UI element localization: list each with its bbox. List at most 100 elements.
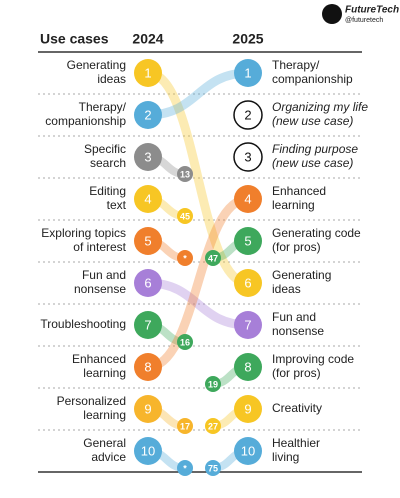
rank-circle xyxy=(234,395,262,423)
rank-circle xyxy=(134,59,162,87)
other-rank-number: 27 xyxy=(208,421,218,431)
rank-number: 5 xyxy=(244,233,251,248)
rank-circle xyxy=(234,59,262,87)
rank-circle xyxy=(134,269,162,297)
use-case-label: learning xyxy=(83,366,126,380)
use-case-label: Enhanced xyxy=(72,352,126,366)
rank-circle xyxy=(134,101,162,129)
year-label: 2024 xyxy=(132,31,163,47)
rank-circle xyxy=(234,311,262,339)
use-case-label: nonsense xyxy=(272,324,324,338)
rank-link xyxy=(147,194,249,372)
other-rank-number: 47 xyxy=(208,253,218,263)
rank-number: 5 xyxy=(144,233,151,248)
use-case-label: (for pros) xyxy=(272,240,321,254)
other-rank-number: * xyxy=(183,463,187,473)
other-rank-circle xyxy=(205,460,221,476)
rank-number: 1 xyxy=(244,65,251,80)
use-case-label: Editing xyxy=(89,184,126,198)
use-case-label: of interest xyxy=(73,240,126,254)
rank-number: 2 xyxy=(244,107,251,122)
use-case-label: search xyxy=(90,156,126,170)
other-rank-circle xyxy=(205,418,221,434)
rank-number: 9 xyxy=(244,401,251,416)
other-rank-number: 75 xyxy=(208,463,218,473)
use-case-label: Finding purpose xyxy=(272,142,358,156)
other-rank-circle xyxy=(205,250,221,266)
use-case-label: advice xyxy=(91,450,126,464)
other-rank-number: 17 xyxy=(180,421,190,431)
rank-circle xyxy=(134,185,162,213)
marks: 1 2 13 3 45 4 * 5 6 16 7 8 17 9 * 10 1 2 3 4 47 5 6 7 19 8 27 9 75 10 xyxy=(134,59,263,476)
brand-name: FutureTech xyxy=(345,5,399,16)
use-case-label: Organizing my life xyxy=(272,100,368,114)
use-case-label: companionship xyxy=(45,114,126,128)
use-case-label: Generating xyxy=(67,58,126,72)
rank-circle xyxy=(234,269,262,297)
rank-circle xyxy=(234,185,262,213)
use-case-label: Therapy/ xyxy=(79,100,127,114)
use-case-label: Personalized xyxy=(57,394,126,408)
other-rank-circle xyxy=(177,334,193,350)
rank-circle xyxy=(234,437,262,465)
use-case-label: General xyxy=(83,436,126,450)
other-rank-number: 45 xyxy=(180,211,190,221)
use-case-label: ideas xyxy=(272,282,301,296)
rank-number: 8 xyxy=(244,359,251,374)
other-rank-number: 16 xyxy=(180,337,190,347)
header: Use cases xyxy=(40,31,109,47)
rank-number: 6 xyxy=(144,275,151,290)
rank-circle xyxy=(233,142,263,172)
rank-circle xyxy=(134,143,162,171)
rank-circle xyxy=(234,353,262,381)
use-case-label: Generating xyxy=(272,268,331,282)
use-case-label: Fun and xyxy=(272,310,316,324)
other-rank-number: * xyxy=(183,253,187,263)
rank-number: 2 xyxy=(144,107,151,122)
use-case-label: text xyxy=(107,198,127,212)
rank-circle xyxy=(134,227,162,255)
rank-number: 9 xyxy=(144,401,151,416)
use-case-label: Troubleshooting xyxy=(40,317,126,331)
use-case-label: nonsense xyxy=(74,282,126,296)
rank-number: 10 xyxy=(141,443,155,458)
rank-number: 10 xyxy=(241,443,255,458)
rank-number: 4 xyxy=(144,191,151,206)
rank-link xyxy=(147,68,249,288)
rank-number: 7 xyxy=(244,317,251,332)
use-case-label: Exploring topics xyxy=(41,226,126,240)
other-rank-number: 13 xyxy=(180,169,190,179)
rank-circle xyxy=(233,100,263,130)
other-rank-circle xyxy=(177,166,193,182)
use-case-label: Fun and xyxy=(82,268,126,282)
links xyxy=(147,68,249,472)
use-case-label: (new use case) xyxy=(272,114,353,128)
use-case-label: Creativity xyxy=(272,401,322,415)
brand-handle: @futuretech xyxy=(345,17,383,24)
rank-number: 3 xyxy=(144,149,151,164)
use-case-label: Healthier xyxy=(272,436,320,450)
rank-number: 4 xyxy=(244,191,251,206)
rank-circle xyxy=(234,227,262,255)
use-case-label: (new use case) xyxy=(272,156,353,170)
rank-number: 3 xyxy=(244,149,251,164)
logo-icon xyxy=(322,4,342,24)
other-rank-circle xyxy=(177,250,193,266)
rank-circle xyxy=(134,395,162,423)
use-case-label: Specific xyxy=(84,142,126,156)
rank-link xyxy=(147,68,249,120)
use-case-label: Enhanced xyxy=(272,184,326,198)
rank-link xyxy=(147,278,249,330)
other-rank-circle xyxy=(205,376,221,392)
rank-number: 8 xyxy=(144,359,151,374)
rank-number: 6 xyxy=(244,275,251,290)
use-case-label: Generating code xyxy=(272,226,361,240)
use-case-label: learning xyxy=(83,408,126,422)
use-case-label: (for pros) xyxy=(272,366,321,380)
use-case-label: Improving code xyxy=(272,352,354,366)
use-case-label: living xyxy=(272,450,299,464)
rank-number: 7 xyxy=(144,317,151,332)
other-rank-circle xyxy=(177,418,193,434)
use-case-label: Therapy/ xyxy=(272,58,320,72)
